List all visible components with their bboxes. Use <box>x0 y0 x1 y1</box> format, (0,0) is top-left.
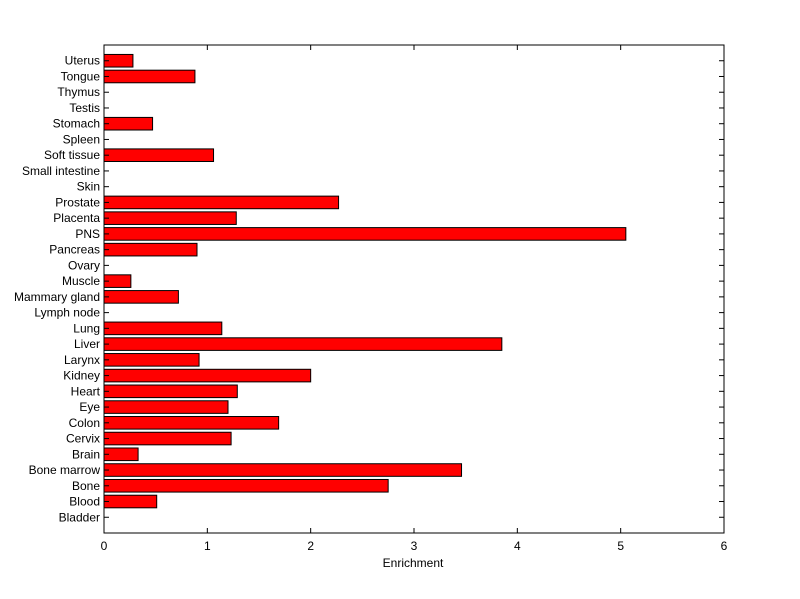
category-label: Muscle <box>62 274 100 288</box>
bar-brain <box>103 447 139 462</box>
category-label: Cervix <box>66 432 100 446</box>
category-label: Prostate <box>55 195 100 209</box>
plot-area <box>104 45 724 533</box>
bar-eye <box>103 400 229 414</box>
axes-frame <box>103 44 725 534</box>
bar-heart <box>103 384 238 399</box>
category-label: Bladder <box>59 510 100 524</box>
category-label: Small intestine <box>22 164 100 178</box>
category-label: Kidney <box>63 369 100 383</box>
x-tick-label: 2 <box>307 539 314 553</box>
bar-pns <box>103 227 627 241</box>
bar-stomach <box>103 116 154 131</box>
bar-pancreas <box>103 242 198 257</box>
category-label: Liver <box>74 337 100 351</box>
category-label: Stomach <box>53 117 100 131</box>
bar-mammary-gland <box>103 290 179 304</box>
x-tick-label: 0 <box>101 539 108 553</box>
category-label: Thymus <box>57 85 100 99</box>
bar-prostate <box>103 195 340 210</box>
category-label: Colon <box>69 416 100 430</box>
category-label: Testis <box>69 101 100 115</box>
category-label: Ovary <box>68 258 100 272</box>
category-label: Tongue <box>61 69 101 83</box>
category-label: Eye <box>79 400 100 414</box>
bar-placenta <box>103 211 237 225</box>
bar-larynx <box>103 353 200 367</box>
x-tick-labels: 0 1 2 3 4 5 6 <box>101 539 728 553</box>
category-label: Lung <box>73 321 100 335</box>
x-tick-label: 4 <box>514 539 521 553</box>
bar-colon <box>103 416 280 430</box>
category-label: Placenta <box>53 211 100 225</box>
category-label: Blood <box>69 495 100 509</box>
category-label: Pancreas <box>49 243 100 257</box>
category-label: Brain <box>72 447 100 461</box>
category-label: Uterus <box>65 54 100 68</box>
bar-lung <box>103 321 223 336</box>
category-label: Bone <box>72 479 100 493</box>
category-label: PNS <box>75 227 100 241</box>
x-tick-label: 6 <box>721 539 728 553</box>
bar-liver <box>103 337 503 351</box>
bar-blood <box>103 494 158 509</box>
category-label: Skin <box>77 180 100 194</box>
category-label: Lymph node <box>34 306 100 320</box>
bar-soft-tissue <box>103 148 215 162</box>
category-label: Soft tissue <box>44 148 100 162</box>
bar-bone <box>103 478 389 493</box>
category-label: Larynx <box>64 353 100 367</box>
x-tick-label: 1 <box>204 539 211 553</box>
bar-bone-marrow <box>103 463 463 477</box>
x-tick-label: 5 <box>617 539 624 553</box>
bar-cervix <box>103 431 232 446</box>
bar-tongue <box>103 69 196 84</box>
category-label: Mammary gland <box>14 290 100 304</box>
bar-kidney <box>103 368 312 383</box>
x-tick-label: 3 <box>411 539 418 553</box>
category-label: Spleen <box>63 132 100 146</box>
category-label: Heart <box>71 384 101 398</box>
category-label: Bone marrow <box>29 463 101 477</box>
x-axis-title: Enrichment <box>383 556 444 570</box>
